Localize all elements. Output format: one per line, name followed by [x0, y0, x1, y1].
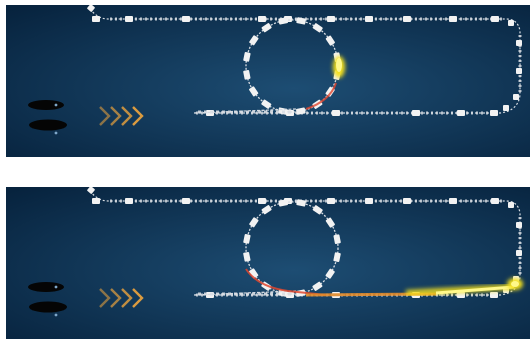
booster-magnet: [325, 268, 335, 279]
dipole-magnet: [516, 222, 522, 228]
dipole-magnet: [87, 5, 95, 12]
dipole-magnet: [258, 198, 266, 204]
dipole-magnet: [327, 198, 335, 204]
chevron: [132, 288, 144, 308]
dipole-magnet: [491, 16, 499, 22]
chevron: [121, 288, 133, 308]
dipole-magnet: [332, 110, 340, 116]
dipole-magnet: [125, 198, 133, 204]
dipole-magnet: [92, 198, 100, 204]
dipole-magnet: [412, 110, 420, 116]
dipole-magnet: [182, 198, 190, 204]
dipole-magnet: [513, 94, 519, 100]
booster-magnet: [249, 35, 259, 46]
accelerator-diagram-top: [6, 5, 530, 157]
chevron: [99, 106, 111, 126]
booster-magnet: [261, 99, 272, 109]
booster-ring-beamline: [245, 201, 339, 295]
booster-magnet: [333, 234, 341, 245]
chevron: [99, 288, 111, 308]
dipole-magnet: [490, 110, 498, 116]
accelerator-diagram-bottom: [6, 187, 530, 339]
booster-magnet: [278, 199, 289, 207]
booster-magnet: [243, 52, 251, 62]
booster-magnet: [296, 17, 306, 25]
dipole-magnet: [508, 202, 514, 208]
booster-magnet: [261, 205, 272, 215]
ion-source-icon: [28, 282, 67, 317]
booster-ring-magnets: [243, 199, 341, 297]
booster-magnet: [325, 217, 335, 228]
dipole-magnet: [327, 16, 335, 22]
dipole-magnet: [508, 20, 514, 26]
booster-magnet: [249, 217, 259, 228]
dipole-magnet: [491, 198, 499, 204]
booster-magnet: [243, 251, 251, 262]
ion-source-icon: [28, 100, 67, 135]
dipole-magnet: [403, 16, 411, 22]
booster-magnet: [296, 199, 306, 207]
dipole-magnet: [457, 292, 465, 298]
panel-extracted: [6, 187, 530, 339]
injection-line: [193, 108, 297, 114]
beam-in-booster: [305, 56, 345, 110]
chevron: [110, 106, 122, 126]
booster-magnet: [261, 23, 272, 33]
chevron: [132, 106, 144, 126]
booster-magnet: [295, 107, 306, 115]
extracted-beam-icon: [245, 268, 523, 297]
background: [6, 5, 530, 157]
booster-magnet: [249, 268, 259, 279]
booster-magnet: [278, 17, 289, 25]
dipole-magnet: [449, 16, 457, 22]
injection-arrow-icon: [99, 106, 144, 126]
dipole-magnet: [516, 40, 522, 46]
booster-magnet: [249, 86, 259, 97]
dipole-magnet: [365, 16, 373, 22]
dipole-magnet: [365, 198, 373, 204]
chevron: [121, 106, 133, 126]
dipole-magnet: [87, 187, 95, 194]
booster-magnet: [243, 69, 251, 80]
dipole-magnet: [92, 16, 100, 22]
dipole-magnet: [503, 105, 509, 111]
dipole-magnet: [182, 16, 190, 22]
injection-line-dots: [198, 110, 291, 114]
dipole-magnet: [457, 110, 465, 116]
dipole-magnet: [516, 250, 522, 256]
dipole-magnet: [516, 68, 522, 74]
dipole-magnet: [125, 16, 133, 22]
booster-magnet: [312, 281, 323, 291]
booster-magnet: [312, 205, 323, 215]
booster-magnet: [333, 252, 341, 262]
dipole-magnet: [449, 198, 457, 204]
dipole-magnet: [258, 16, 266, 22]
chevron: [110, 288, 122, 308]
booster-magnet: [312, 23, 323, 33]
background: [6, 187, 530, 339]
injection-line: [193, 290, 297, 296]
dipole-magnet: [490, 292, 498, 298]
booster-magnet: [325, 35, 335, 46]
injection-arrow-icon: [99, 288, 144, 308]
dipole-magnet: [403, 198, 411, 204]
booster-magnet: [243, 234, 251, 244]
injection-line-dots: [198, 292, 291, 296]
panel-circulating: [6, 5, 530, 157]
